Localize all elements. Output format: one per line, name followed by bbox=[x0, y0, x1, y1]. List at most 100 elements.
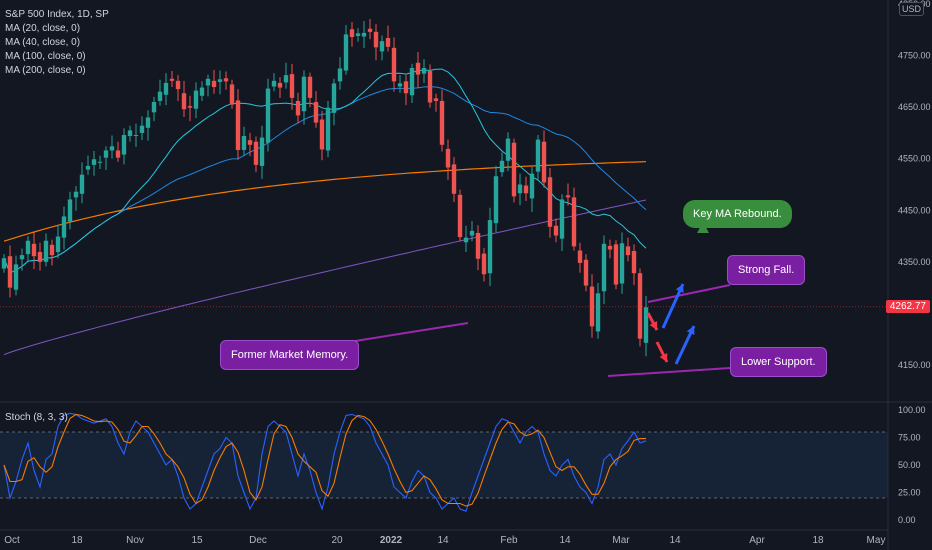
stoch-tick-label: 50.00 bbox=[898, 460, 921, 470]
time-tick-label: 14 bbox=[669, 535, 681, 546]
candle-body bbox=[337, 68, 343, 82]
time-tick-label: 20 bbox=[331, 535, 343, 546]
candle-body bbox=[505, 138, 511, 161]
candle-body bbox=[319, 119, 325, 150]
candle-body bbox=[427, 71, 433, 103]
candle-body bbox=[187, 106, 193, 108]
candle-body bbox=[175, 80, 181, 90]
candle-body bbox=[163, 82, 169, 95]
candle-body bbox=[313, 101, 319, 123]
candle-body bbox=[115, 150, 121, 158]
candle-body bbox=[565, 195, 571, 198]
candle-body bbox=[493, 176, 499, 224]
time-tick-label: Apr bbox=[749, 535, 765, 546]
annotation-lower-support[interactable]: Lower Support. bbox=[730, 347, 827, 377]
ma20-legend: MA (20, close, 0) bbox=[5, 23, 81, 34]
candle-body bbox=[343, 34, 349, 71]
stoch-d-line bbox=[3, 413, 646, 507]
candle-body bbox=[469, 230, 475, 236]
candle-body bbox=[409, 67, 415, 96]
candle-body bbox=[205, 78, 211, 86]
candle-body bbox=[571, 197, 577, 247]
candle-body bbox=[619, 243, 625, 284]
candle-body bbox=[7, 256, 13, 288]
candle-body bbox=[169, 78, 175, 81]
candle-body bbox=[607, 245, 613, 250]
candle-body bbox=[253, 141, 259, 165]
candle-body bbox=[613, 244, 619, 285]
currency-badge[interactable]: USD bbox=[898, 2, 924, 16]
candle-body bbox=[481, 253, 487, 275]
candle-body bbox=[379, 41, 385, 52]
stoch-k-line bbox=[3, 412, 647, 512]
ma20-line bbox=[3, 68, 647, 274]
time-tick-label: 18 bbox=[71, 535, 83, 546]
candle-body bbox=[367, 28, 373, 32]
time-tick-label: Dec bbox=[249, 535, 267, 546]
annotation-former-memory[interactable]: Former Market Memory. bbox=[220, 340, 360, 370]
stoch-legend: Stoch (8, 3, 3) bbox=[5, 412, 68, 423]
candle-body bbox=[541, 141, 547, 183]
candle-body bbox=[403, 81, 409, 94]
pointer-strong-fall bbox=[647, 284, 731, 303]
candle-body bbox=[181, 93, 187, 110]
time-tick-label: Mar bbox=[612, 535, 630, 546]
candle-body bbox=[199, 87, 205, 96]
red-arrow-1-head bbox=[649, 321, 658, 330]
price-tick-label: 4550.00 bbox=[898, 154, 931, 164]
candle-body bbox=[91, 159, 97, 165]
time-tick-label: 14 bbox=[559, 535, 571, 546]
price-tick-label: 4150.00 bbox=[898, 360, 931, 370]
stoch-tick-label: 25.00 bbox=[898, 488, 921, 498]
candle-body bbox=[589, 286, 595, 327]
candle-body bbox=[595, 293, 601, 332]
candle-body bbox=[547, 177, 553, 227]
candle-body bbox=[349, 29, 355, 38]
candle-body bbox=[271, 80, 277, 87]
candle-body bbox=[235, 100, 241, 150]
candle-body bbox=[391, 47, 397, 82]
candle-body bbox=[265, 88, 271, 143]
time-tick-label: Oct bbox=[4, 535, 20, 546]
candle-body bbox=[415, 62, 421, 75]
candle-body bbox=[499, 160, 505, 173]
candle-body bbox=[457, 194, 463, 238]
candle-body bbox=[43, 240, 49, 262]
candle-body bbox=[361, 32, 367, 37]
candle-body bbox=[25, 240, 31, 255]
annotation-key-ma[interactable]: Key MA Rebound. bbox=[683, 200, 792, 228]
stoch-band bbox=[0, 432, 888, 498]
annotation-strong-fall[interactable]: Strong Fall. bbox=[727, 255, 806, 285]
candle-body bbox=[397, 83, 403, 87]
time-tick-label: 14 bbox=[437, 535, 449, 546]
pointer-lower-support bbox=[607, 367, 731, 377]
candle-body bbox=[37, 252, 43, 262]
blue-arrow-1 bbox=[661, 283, 685, 329]
candle-body bbox=[601, 243, 607, 292]
candle-body bbox=[61, 216, 67, 238]
candle-body bbox=[49, 244, 55, 256]
candle-body bbox=[553, 225, 559, 236]
candle-body bbox=[301, 76, 307, 112]
stoch-tick-label: 75.00 bbox=[898, 433, 921, 443]
chart-title: S&P 500 Index, 1D, SP bbox=[5, 9, 109, 20]
candle-body bbox=[145, 117, 151, 128]
red-arrow-2-head bbox=[659, 353, 668, 362]
stoch-tick-label: 0.00 bbox=[898, 515, 916, 525]
candle-body bbox=[97, 161, 103, 163]
price-tick-label: 4350.00 bbox=[898, 257, 931, 267]
last-price-tag: 4262.77 bbox=[885, 300, 930, 313]
price-tick-label: 4750.00 bbox=[898, 51, 931, 61]
ma200-line bbox=[3, 199, 647, 356]
blue-arrow-1-head bbox=[675, 284, 684, 293]
candle-body bbox=[475, 232, 481, 259]
candle-body bbox=[109, 146, 115, 151]
candle-body bbox=[1, 258, 7, 269]
candle-body bbox=[283, 75, 289, 83]
ma100-legend: MA (100, close, 0) bbox=[5, 51, 86, 62]
time-tick-label: 2022 bbox=[380, 535, 403, 546]
chart-legend: S&P 500 Index, 1D, SP MA (20, close, 0) … bbox=[5, 8, 109, 78]
ma40-legend: MA (40, close, 0) bbox=[5, 37, 81, 48]
candle-body bbox=[229, 84, 235, 105]
